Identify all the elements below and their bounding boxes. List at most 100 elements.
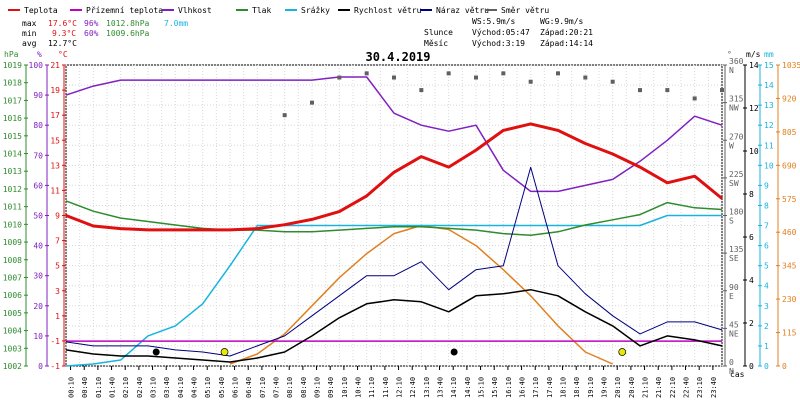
dir-axis-label: E [729, 292, 734, 301]
legend-label: Srážky [301, 6, 330, 15]
x-tick-label: 05:40 [218, 377, 226, 398]
mm-axis-label: 5 [764, 262, 769, 271]
ms-axis-label: 2 [749, 319, 754, 328]
rain-axis-label: 805 [782, 128, 797, 137]
x-axis-ticks: 00:10 00:40 01:10 01:40 02:10 02:40 03:10 03:40… [68, 366, 718, 398]
wind-speed-series [65, 288, 723, 363]
mm-axis-label: 0 [764, 362, 769, 371]
rain-axis-label: 575 [782, 195, 797, 204]
x-tick-label: 02:40 [136, 377, 144, 398]
x-tick-label: 14:10 [450, 377, 458, 398]
mm-axis-label: 7 [764, 222, 769, 231]
ms-axis-label: 14 [749, 61, 759, 70]
unit-hpa: hPa [4, 50, 19, 59]
x-tick-label: 17:10 [532, 377, 540, 398]
sun-marker [618, 348, 627, 356]
stats-max-rain: 7.0mm [164, 19, 188, 28]
x-tick-label: 20:10 [614, 377, 622, 398]
x-tick-label: 22:10 [669, 377, 677, 398]
x-tick-label: 12:40 [409, 377, 417, 398]
info-sun-label: Slunce [424, 28, 453, 37]
degc-axis-label: 5 [55, 262, 60, 271]
dir-axis-label: 90 [729, 283, 739, 292]
mm-axis-label: 12 [764, 121, 774, 130]
x-tick-label: 18:40 [573, 377, 581, 398]
wind-dir-mark [638, 88, 642, 93]
x-tick-label: 19:40 [601, 377, 609, 398]
hpa-axis-label: 1003 [3, 344, 22, 353]
degc-axis-label: 11 [50, 186, 60, 195]
dir-axis-label: NE [729, 329, 739, 338]
legend-label: Tlak [252, 6, 271, 15]
rain-axis-label: 460 [782, 228, 797, 237]
hpa-axis-label: 1012 [3, 185, 22, 194]
hpa-axis-label: 1005 [3, 309, 22, 318]
degc-axis-label: 21 [50, 61, 60, 70]
x-tick-label: 09:10 [314, 377, 322, 398]
info-moon-label: Měsíc [424, 39, 448, 48]
pct-axis-label: 100 [29, 61, 44, 70]
hpa-axis-label: 1013 [3, 167, 22, 176]
ms-axis-label: 12 [749, 104, 759, 113]
ms-axis-label: 8 [749, 190, 754, 199]
mm-axis-label: 11 [764, 141, 774, 150]
dir-axis-label: 225 [729, 170, 744, 179]
ms-axis-label: 10 [749, 147, 759, 156]
pct-axis-label: 60 [33, 181, 43, 190]
hpa-axis-label: 1002 [3, 362, 22, 371]
degc-axis-label: -1 [50, 337, 60, 346]
degc-axis-label: 3 [55, 287, 60, 296]
ms-axis-label: 6 [749, 233, 754, 242]
x-tick-label: 18:10 [560, 377, 568, 398]
hpa-axis-label: 1008 [3, 256, 22, 265]
wind-dir-mark [556, 71, 560, 76]
dir-axis-label: 0 [729, 358, 734, 367]
degc-axis-label: 19 [50, 86, 60, 95]
x-tick-label: 08:10 [286, 377, 294, 398]
x-tick-label: 01:10 [95, 377, 103, 398]
x-tick-label: 21:40 [655, 377, 663, 398]
x-tick-label: 20:40 [628, 377, 636, 398]
mm-axis-label: 8 [764, 201, 769, 210]
x-tick-label: 06:40 [245, 377, 253, 398]
sun-moon-info: WS:5.9m/s WG:9.9m/s Slunce Východ:05:47 … [424, 17, 593, 48]
info-ws: WS:5.9m/s [472, 17, 516, 26]
legend-label: Teplota [24, 6, 58, 15]
stats-min-label: min [22, 29, 37, 38]
mm-axis-label: 10 [764, 161, 774, 170]
mm-axis-label: 2 [764, 322, 769, 331]
degc-axis-label: 1 [55, 312, 60, 321]
stats-min-temp: 9.3°C [52, 29, 76, 38]
x-tick-label: 22:40 [683, 377, 691, 398]
mm-axis-label: 3 [764, 302, 769, 311]
wind-dir-mark [337, 75, 342, 80]
x-tick-label: 06:10 [232, 377, 240, 398]
pct-axis-label: 0 [38, 362, 43, 371]
rain-axis-label: 115 [782, 329, 797, 338]
dir-axis-label: SW [729, 179, 739, 188]
x-tick-label: 16:10 [505, 377, 513, 398]
hpa-axis-label: 1018 [3, 79, 22, 88]
hpa-axis-label: 1009 [3, 238, 22, 247]
ms-axis-label: 4 [749, 276, 754, 285]
mm-axis-label: 14 [764, 81, 774, 90]
pct-axis-label: 10 [33, 332, 43, 341]
info-sunset: Západ:20:21 [540, 28, 593, 37]
stats-min-pressure: 1009.6hPa [106, 29, 150, 38]
dir-axis-label: S [729, 217, 734, 226]
wind-dir-mark [364, 71, 369, 76]
dir-axis-label: 360 [729, 57, 744, 66]
stats-min-humidity: 60% [84, 29, 99, 38]
dir-axis-label: 180 [729, 208, 744, 217]
x-tick-label: 07:40 [273, 377, 281, 398]
mm-axis-label: 6 [764, 242, 769, 251]
x-tick-label: 23:10 [696, 377, 704, 398]
degc-axis-label: 17 [50, 111, 60, 120]
x-tick-label: 01:40 [109, 377, 117, 398]
x-tick-label: 21:10 [642, 377, 650, 398]
x-tick-label: 07:10 [259, 377, 267, 398]
moon-marker [450, 348, 458, 356]
dir-axis-label: 135 [729, 245, 744, 254]
x-tick-label: 04:40 [191, 377, 199, 398]
unit-time: čas [730, 369, 745, 379]
